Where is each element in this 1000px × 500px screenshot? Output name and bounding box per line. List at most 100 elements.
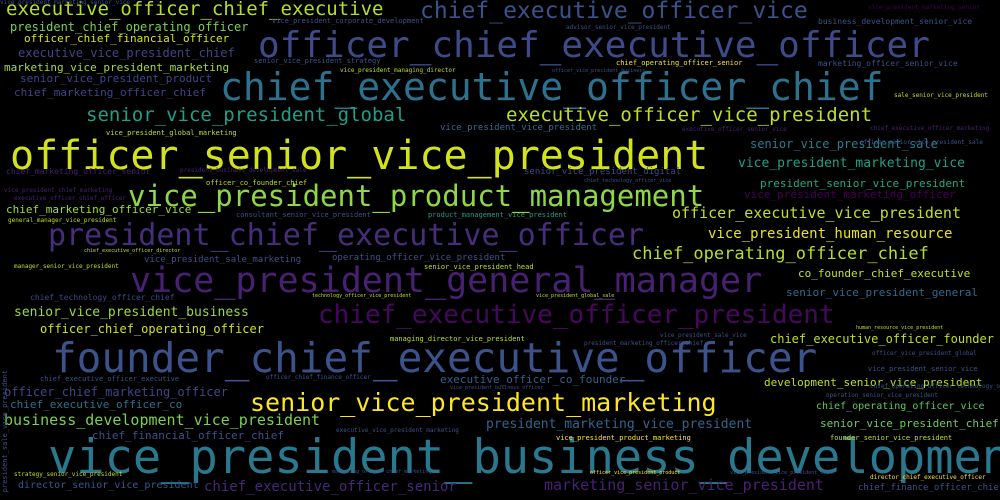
cloud-word: senior_vice_president_marketing (250, 388, 717, 417)
cloud-word: senior_vice_president_sale (750, 137, 938, 151)
cloud-word: chief_executive_officer_executive (40, 375, 180, 383)
cloud-word: director_senior_vice_president (18, 480, 199, 491)
cloud-word: president_business_development_sale (180, 167, 307, 174)
cloud-word: president_chief_executive_officer (48, 218, 645, 253)
cloud-word: vice_president_human_resource (708, 226, 953, 242)
cloud-word: chief_technology_officer_chief (30, 293, 175, 302)
cloud-word: executive_officer_chief_executive (6, 0, 384, 20)
cloud-word: vice_president_business_officer (450, 385, 544, 391)
cloud-word: officer_chief_executive_officer (258, 25, 930, 66)
cloud-word: sale_senior_vice_president (894, 92, 988, 99)
cloud-word: senior_vice_president_global (86, 104, 407, 126)
cloud-word: vice_president_corporate_development (272, 17, 424, 25)
cloud-word: technology_officer_vice_president (312, 293, 412, 299)
cloud-word: vice_president_senior_vice (868, 365, 978, 373)
cloud-word: vice_president_product_management (128, 179, 705, 213)
cloud-word: president_marketing_vice_president (486, 417, 753, 432)
cloud-word: operation_senior_vice_president (826, 392, 938, 399)
cloud-word: chief_executive_officer_senior (204, 479, 457, 495)
cloud-word: general_manager_vice_president (8, 217, 117, 224)
cloud-word: executive_officer_co_founder (440, 373, 626, 386)
cloud-word: chief_executive_officer_co (10, 398, 183, 411)
cloud-word: chief_executive_officer_vice (420, 0, 808, 24)
cloud-word: chief_operating_officer_vice (816, 401, 985, 412)
cloud-word: senior_vice_president_business (14, 305, 249, 320)
cloud-word: business_development_senior_vice (818, 17, 973, 26)
cloud-word: executive_officer_senior_vice (682, 126, 787, 133)
cloud-word: vice_president_sale_marketing (144, 255, 302, 265)
cloud-word: officer_vice_president_business (552, 68, 646, 74)
cloud-word: vice_president_vice_president_chief (730, 470, 836, 476)
cloud-word: president_marketing_officer_chief (584, 340, 704, 347)
cloud-word: director_chief_executive_officer (870, 474, 986, 481)
cloud-word: officer_vice_president_global (872, 350, 977, 357)
cloud-word: vice_president_business_development (48, 430, 1000, 485)
cloud-word: vice_president_managing_director (340, 67, 456, 74)
cloud-word: business_development_vice_president (4, 411, 321, 429)
cloud-word: senior_vice_president_chief (820, 417, 999, 430)
cloud-word: co_founder_chief_executive (798, 267, 971, 280)
cloud-word: president_sale_vice_president (1, 370, 9, 493)
cloud-word: executive_vice_president_marketing (336, 427, 459, 434)
cloud-word: executive_officer_vice_president (506, 104, 873, 126)
cloud-word: officer_senior_vice_president (10, 133, 709, 179)
cloud-word: managing_director_vice_president (390, 335, 525, 343)
cloud-word: chief_operating_officer_technology_offic… (870, 383, 1000, 390)
cloud-word: president_chief_operating_officer (10, 20, 249, 34)
cloud-word: manager_senior_vice_president (14, 263, 119, 270)
cloud-word: chief_executive_officer_chief (220, 65, 884, 109)
cloud-word: human_resource_vice_president (856, 325, 944, 331)
cloud-word: strategy_senior_vice_president (14, 471, 123, 478)
cloud-word: officer_co_founder_chief (206, 179, 308, 187)
cloud-word: vice_president_chief_marketing (4, 187, 113, 194)
cloud-word: vice_president_sale_vice (660, 332, 747, 339)
cloud-word: vice_president_marketing_senior (868, 4, 980, 11)
cloud-word: chief_executive_officer_president (318, 300, 835, 330)
cloud-word: chief_marketing_officer_chief (14, 86, 207, 99)
cloud-word: marketing_vice_president_marketing (4, 61, 230, 74)
cloud-word: chief_marketing_officer_senior (6, 167, 151, 176)
cloud-word: officer_chief_financial_officer (24, 32, 230, 45)
cloud-word: vice_president_global_marketing (106, 129, 237, 137)
cloud-word: marketing_senior_vice_president (544, 476, 824, 494)
cloud-word: officer_chief_finance_officer (266, 374, 371, 381)
cloud-word: senior_vice_president_digital (524, 167, 682, 177)
cloud-word: chief_operating_officer_senior (616, 59, 743, 67)
cloud-word: vice_president_marketing_senior_vice (0, 0, 131, 6)
cloud-word: vice_president_marketing_officer (744, 188, 956, 201)
cloud-word: officer_vice_president_product (590, 470, 681, 476)
cloud-word: marketing_officer_chief_marketing (332, 469, 432, 475)
cloud-word: consultant_senior_vice_president (236, 211, 371, 219)
cloud-word: vice_president_vice_president (440, 123, 598, 133)
cloud-word: officer_executive_vice_president (672, 204, 961, 222)
cloud-word: president_senior_vice_president (760, 177, 966, 190)
cloud-word: marketing_officer_senior_vice (818, 59, 958, 68)
cloud-word: senior_vice_president_strategy (254, 57, 381, 65)
cloud-word: officer_senior_vice_president_sale (860, 139, 983, 146)
cloud-word: chief_operating_officer_chief (632, 244, 929, 264)
cloud-word: chief_executive_officer_founder (770, 332, 994, 346)
cloud-word: senior_vice_president_product (20, 72, 213, 85)
cloud-word: senior_vice_president_general (786, 286, 979, 299)
cloud-word: development_senior_vice_president (764, 376, 983, 389)
cloud-word: senior_vice_president_head (424, 263, 534, 271)
cloud-word: operating_officer_vice_president (332, 253, 506, 263)
cloud-word: officer_chief_marketing_officer (4, 385, 228, 399)
cloud-word: vice_president_general_manager (130, 261, 763, 301)
cloud-word: chief_technology_officer_vice (584, 178, 672, 184)
cloud-word: founder_chief_executive_officer (52, 334, 818, 382)
cloud-word: advisor_senior_vice_president (566, 24, 671, 31)
cloud-word: executive_officer_chief_officer (14, 195, 126, 202)
cloud-word: officer_chief_operating_officer (40, 322, 264, 336)
cloud-word: executive_vice_president_chief (18, 46, 235, 60)
cloud-word: chief_financial_officer_chief (92, 429, 285, 442)
cloud-word: product_management_vice_president (428, 211, 568, 219)
cloud-word: chief_executive_officer_director (84, 248, 181, 254)
cloud-word: chief_executive_officer_marketing (870, 125, 990, 132)
cloud-word: chief_marketing_officer_vice (6, 203, 192, 216)
cloud-word: vice_president_marketing_vice (738, 156, 965, 171)
cloud-word: vice_president_product_marketing (556, 434, 691, 442)
cloud-word: chief_finance_officer_chief (858, 483, 1000, 493)
cloud-word: founder_senior_vice_president (830, 434, 953, 442)
